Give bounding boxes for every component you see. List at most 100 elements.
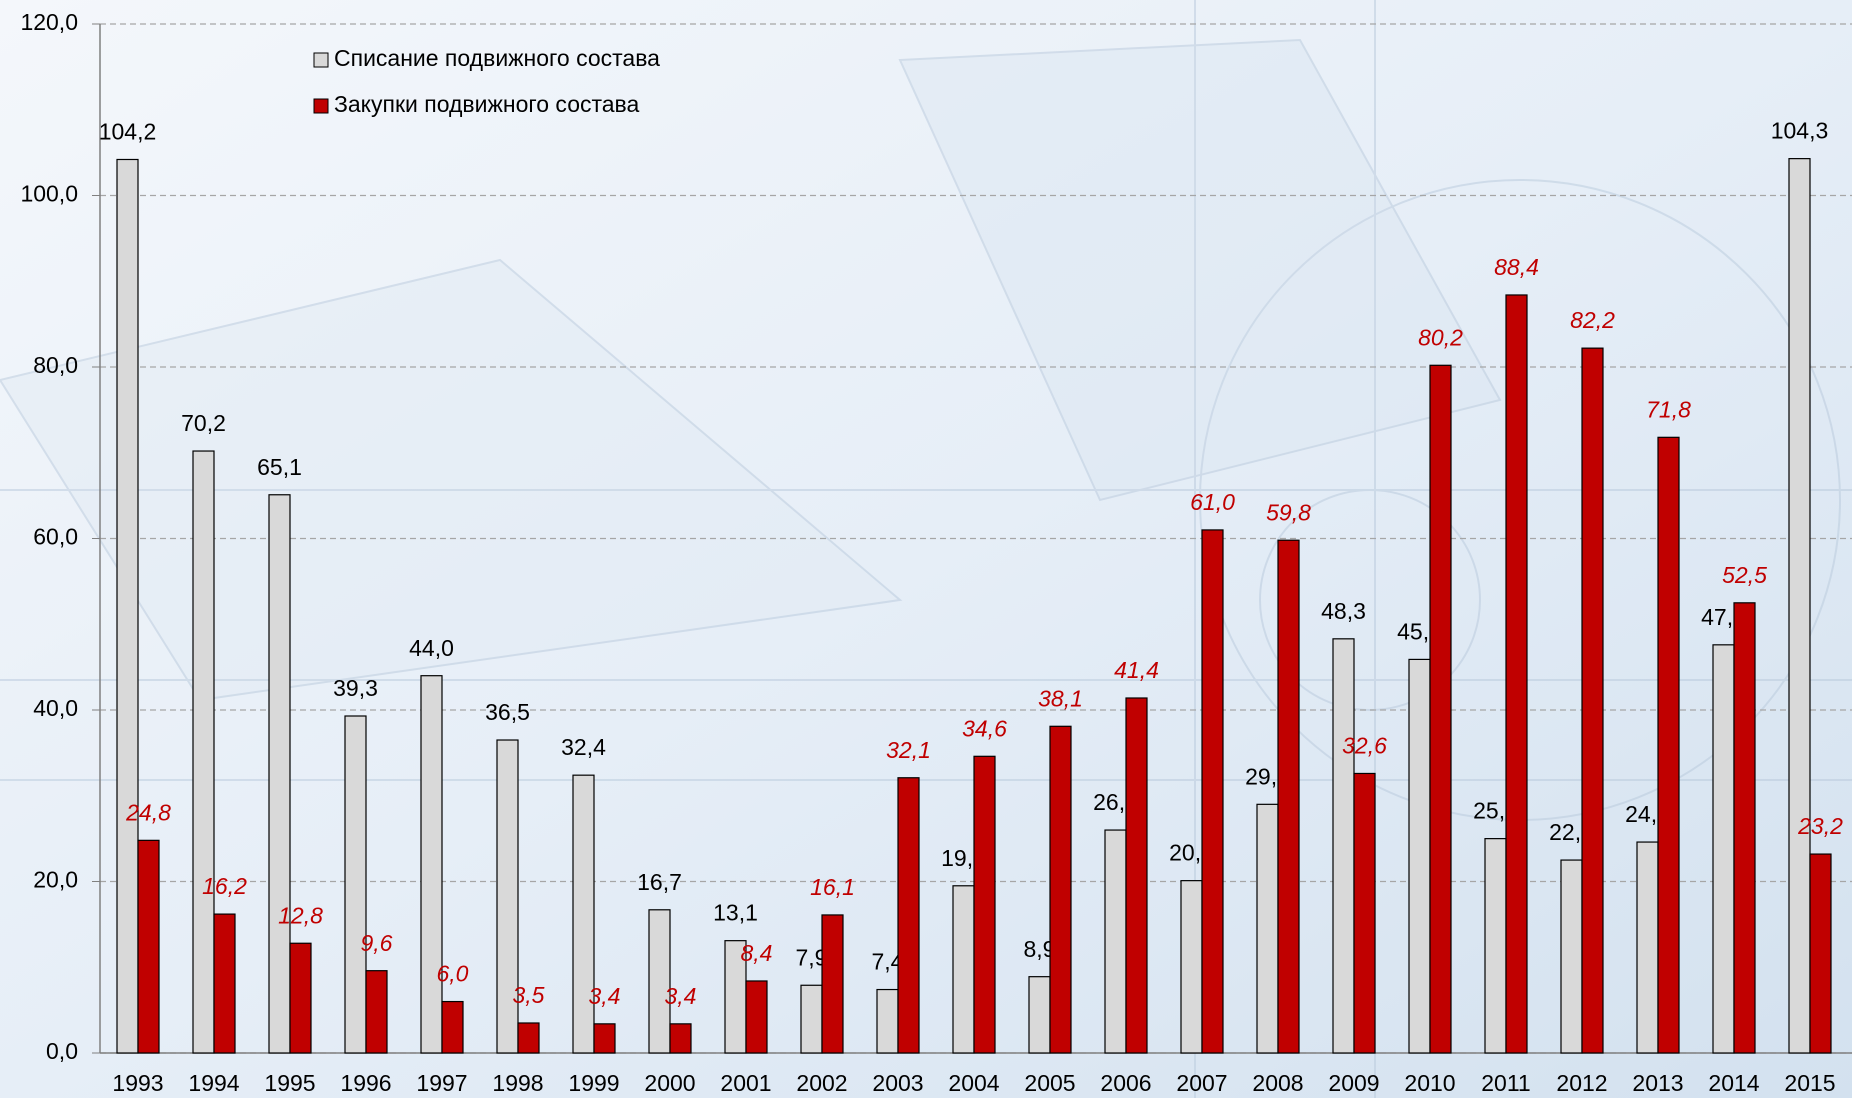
x-tick-label: 2012 [1556,1070,1607,1096]
bar [137,839,160,1054]
value-label: 71,8 [1646,396,1691,422]
value-label: 24,8 [125,799,171,825]
bar [648,909,671,1054]
y-tick-label: 40,0 [33,695,78,721]
x-tick-label: 2014 [1708,1070,1759,1096]
x-tick-label: 2009 [1328,1070,1379,1096]
bar [213,913,236,1054]
value-label: 70,2 [181,410,226,436]
bar [1657,436,1680,1054]
bar [897,777,920,1054]
x-tick-label: 2004 [948,1070,999,1096]
x-tick-label: 2007 [1176,1070,1227,1096]
y-tick-label: 120,0 [20,9,78,35]
bar [1408,658,1431,1054]
value-label: 12,8 [278,902,323,928]
x-tick-label: 2006 [1100,1070,1151,1096]
value-label: 80,2 [1418,324,1463,350]
bar [1581,347,1604,1054]
value-label: 52,5 [1722,562,1767,588]
bar [1125,697,1148,1054]
value-label: 39,3 [333,675,378,701]
bar [1560,859,1583,1054]
bar [1180,880,1203,1054]
value-label: 32,1 [886,737,931,763]
value-label: 16,1 [810,874,855,900]
x-tick-label: 1993 [112,1070,163,1096]
value-label: 13,1 [713,900,758,926]
value-label: 3,5 [513,982,545,1008]
value-label: 34,6 [962,715,1007,741]
x-tick-label: 2001 [720,1070,771,1096]
x-tick-label: 1999 [568,1070,619,1096]
bar [1256,803,1279,1054]
value-label: 9,6 [361,930,393,956]
bar [420,675,443,1054]
value-label: 104,2 [99,119,157,145]
bar [572,774,595,1054]
bar [365,970,388,1054]
value-label: 82,2 [1570,307,1615,333]
value-label: 48,3 [1321,598,1366,624]
value-label: 65,1 [257,454,302,480]
value-label: 88,4 [1494,254,1539,280]
bar [1332,638,1355,1054]
bar [344,715,367,1054]
bar [1712,644,1735,1054]
x-tick-label: 2002 [796,1070,847,1096]
bar [496,739,519,1054]
legend-swatch [313,52,329,68]
bar [669,1023,692,1054]
x-tick-label: 2005 [1024,1070,1075,1096]
bar [800,984,823,1054]
bar [952,885,975,1054]
y-tick-label: 100,0 [20,181,78,207]
y-tick-label: 60,0 [33,524,78,550]
value-label: 36,5 [485,699,530,725]
value-label: 16,2 [202,873,247,899]
value-label: 3,4 [589,983,621,1009]
bar [1049,725,1072,1054]
value-label: 32,6 [1342,733,1387,759]
y-tick-label: 80,0 [33,352,78,378]
bar [1353,772,1376,1054]
bar [517,1022,540,1054]
bar [1809,853,1832,1054]
bar [441,1000,464,1054]
x-tick-label: 2000 [644,1070,695,1096]
value-label: 104,3 [1771,118,1829,144]
bar [1733,602,1756,1054]
value-label: 23,2 [1797,813,1843,839]
x-tick-label: 2010 [1404,1070,1455,1096]
bar [876,988,899,1054]
bar [268,494,291,1054]
bar [973,755,996,1054]
legend-swatch [313,98,329,114]
bar [1201,529,1224,1054]
bar [1028,976,1051,1054]
bar [821,914,844,1054]
bar [1636,841,1659,1054]
legend-label: Закупки подвижного состава [334,91,640,117]
bar [116,158,139,1054]
value-label: 16,7 [637,869,682,895]
bar [1429,364,1452,1054]
x-tick-label: 2003 [872,1070,923,1096]
bar [192,450,215,1054]
x-tick-label: 2008 [1252,1070,1303,1096]
value-label: 44,0 [409,635,454,661]
bar [1104,829,1127,1054]
x-tick-label: 2015 [1784,1070,1835,1096]
x-tick-label: 1997 [416,1070,467,1096]
x-tick-label: 1998 [492,1070,543,1096]
x-tick-label: 1996 [340,1070,391,1096]
x-tick-label: 2013 [1632,1070,1683,1096]
y-tick-label: 0,0 [46,1038,78,1064]
value-label: 6,0 [437,961,469,987]
bar [593,1023,616,1054]
y-tick-label: 20,0 [33,867,78,893]
legend-label: Списание подвижного состава [334,45,660,71]
bar [1505,294,1528,1054]
